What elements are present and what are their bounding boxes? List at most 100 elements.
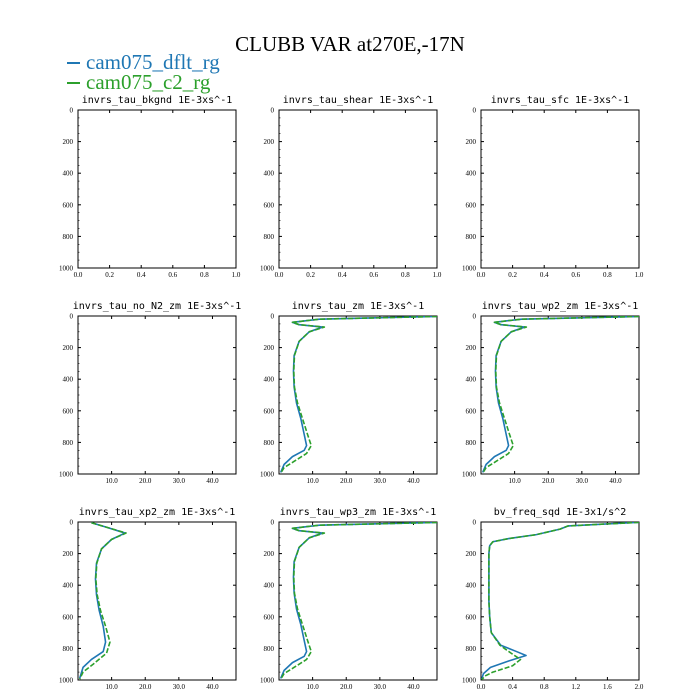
panel-3-ytick-label: 0 xyxy=(473,107,477,115)
panel-3-ytick-label: 400 xyxy=(466,170,477,178)
panel-2: invrs_tau_shear 1E-3xs^-1 0 200 400 600 800 10… xyxy=(260,95,442,279)
panel-2-xtick-label: 0.8 xyxy=(401,271,410,279)
panel-5-title: invrs_tau_zm 1E-3xs^-1 xyxy=(292,301,424,312)
panel-3-ytick-label: 800 xyxy=(466,233,477,241)
panel-5-ytick-label: 0 xyxy=(271,313,275,321)
panel-4: invrs_tau_no_N2_zm 1E-3xs^-10 200 400 600 80… xyxy=(59,301,241,485)
panel-1-ytick-label: 600 xyxy=(63,201,74,209)
panel-2-title: invrs_tau_shear 1E-3xs^-1 xyxy=(283,95,434,106)
panel-1-ytick-label: 400 xyxy=(63,170,74,178)
panel-3-xtick-label: 0.2 xyxy=(508,271,517,279)
panel-4-ytick-label: 1000 xyxy=(59,471,74,479)
panel-1-ytick-label: 200 xyxy=(63,138,74,146)
panel-6: invrs_tau_wp2_zm 1E-3xs^-1 0 200 400 600 800 1… xyxy=(462,301,640,485)
panel-8-ytick-label: 800 xyxy=(264,645,275,653)
panel-6-ytick-label: 800 xyxy=(466,439,477,447)
panel-3-xtick-label: 0.6 xyxy=(571,271,580,279)
panel-6-series-dflt xyxy=(481,316,639,473)
panel-4-ytick-label: 400 xyxy=(63,376,74,384)
panel-2-xtick-label: 0.2 xyxy=(306,271,315,279)
panel-7-xtick-label: 10.0 xyxy=(105,683,118,691)
panel-6-title: invrs_tau_wp2_zm 1E-3xs^-1 xyxy=(482,301,639,312)
panel-5-ytick-label: 800 xyxy=(264,439,275,447)
panel-2-xtick-label: 0.0 xyxy=(275,271,284,279)
panel-1-ytick-label: 800 xyxy=(63,233,74,241)
panel-2-ytick-label: 600 xyxy=(264,201,275,209)
panel-9-xtick-label: 1.2 xyxy=(571,683,580,691)
panel-3-xtick-label: 1.0 xyxy=(635,271,644,279)
panel-7-xtick-label: 20.0 xyxy=(139,683,152,691)
legend-label-dflt: cam075_dflt_rg xyxy=(86,50,220,74)
panel-6-ytick-label: 1000 xyxy=(462,471,477,479)
panel-1-title: invrs_tau_bkgnd 1E-3xs^-1 xyxy=(82,95,233,106)
panel-2-ytick-label: 400 xyxy=(264,170,275,178)
panel-7-ytick-label: 600 xyxy=(63,613,74,621)
panel-1-ytick-label: 0 xyxy=(70,107,74,115)
panel-6-ytick-label: 400 xyxy=(466,376,477,384)
panel-7-ytick-label: 800 xyxy=(63,645,74,653)
panel-9-series-c2 xyxy=(481,522,639,680)
panel-7-ytick-label: 0 xyxy=(70,519,74,527)
panel-5-series-c2 xyxy=(279,316,437,474)
panel-9-ytick-label: 200 xyxy=(466,550,477,558)
panel-4-xtick-label: 40.0 xyxy=(206,477,219,485)
panel-6-ytick-label: 0 xyxy=(473,313,477,321)
panel-4-xtick-label: 30.0 xyxy=(173,477,186,485)
panel-7-series-dflt xyxy=(78,522,126,679)
panel-6-xtick-label: 20.0 xyxy=(542,477,555,485)
panel-5-xtick-label: 20.0 xyxy=(340,477,353,485)
panel-8-xtick-label: 20.0 xyxy=(340,683,353,691)
panel-9-title: bv_freq_sqd 1E-3x1/s^2 xyxy=(494,507,626,518)
panel-1-ytick-label: 1000 xyxy=(59,265,74,273)
panel-8-ytick-label: 0 xyxy=(271,519,275,527)
panel-7-ytick-label: 1000 xyxy=(59,677,74,685)
panel-9-frame xyxy=(480,521,640,681)
panel-6-xtick-label: 40.0 xyxy=(609,477,622,485)
panel-1-xtick-label: 0.6 xyxy=(168,271,177,279)
figure-title: CLUBB VAR at270E,-17N xyxy=(235,32,465,56)
panel-9-xtick-label: 0.0 xyxy=(477,683,486,691)
panel-9-xtick-label: 0.8 xyxy=(540,683,549,691)
panel-3-ytick-label: 1000 xyxy=(462,265,477,273)
panel-3-frame xyxy=(480,109,640,269)
panel-8-ytick-label: 600 xyxy=(264,613,275,621)
legend-swatch-c2 xyxy=(67,82,80,85)
panel-4-frame xyxy=(77,315,237,475)
panel-5: invrs_tau_zm 1E-3xs^-1 0 200 400 600 800 1000 1… xyxy=(260,301,438,485)
panel-3-ytick-label: 200 xyxy=(466,138,477,146)
panel-2-ytick-label: 1000 xyxy=(260,265,275,273)
panel-4-xtick-label: 20.0 xyxy=(139,477,152,485)
panel-5-ytick-label: 600 xyxy=(264,407,275,415)
panel-2-xtick-label: 1.0 xyxy=(433,271,442,279)
panel-8-xtick-label: 40.0 xyxy=(407,683,420,691)
panel-7-ytick-label: 400 xyxy=(63,582,74,590)
panel-5-xtick-label: 10.0 xyxy=(306,477,319,485)
panel-3-xtick-label: 0.4 xyxy=(540,271,549,279)
panel-8: invrs_tau_wp3_zm 1E-3xs^-1 0 200 400 600 800 1… xyxy=(260,507,438,691)
panel-4-ytick-label: 200 xyxy=(63,344,74,352)
panel-9-ytick-label: 800 xyxy=(466,645,477,653)
panel-6-ytick-label: 600 xyxy=(466,407,477,415)
panel-2-ytick-label: 800 xyxy=(264,233,275,241)
panel-6-series-c2 xyxy=(481,316,639,474)
panel-2-frame xyxy=(278,109,438,269)
legend-entry-dflt: cam075_dflt_rg xyxy=(67,50,220,75)
panel-8-ytick-label: 200 xyxy=(264,550,275,558)
legend-swatch-dflt xyxy=(67,62,80,65)
panel-5-ytick-label: 200 xyxy=(264,344,275,352)
panel-9-ytick-label: 400 xyxy=(466,582,477,590)
panel-7-xtick-label: 40.0 xyxy=(206,683,219,691)
panel-8-xtick-label: 10.0 xyxy=(306,683,319,691)
panel-1-xtick-label: 0.2 xyxy=(105,271,114,279)
panel-5-xtick-label: 40.0 xyxy=(407,477,420,485)
panel-7-ytick-label: 200 xyxy=(63,550,74,558)
panel-9-xtick-label: 1.6 xyxy=(603,683,612,691)
panel-8-xtick-label: 30.0 xyxy=(374,683,387,691)
panel-6-xtick-label: 30.0 xyxy=(576,477,589,485)
panel-1-xtick-label: 0.4 xyxy=(137,271,146,279)
panel-3: invrs_tau_sfc 1E-3xs^-1 0 200 400 600 800 1000… xyxy=(462,95,644,279)
panel-5-ytick-label: 400 xyxy=(264,376,275,384)
panel-6-ytick-label: 200 xyxy=(466,344,477,352)
panel-4-xtick-label: 10.0 xyxy=(105,477,118,485)
